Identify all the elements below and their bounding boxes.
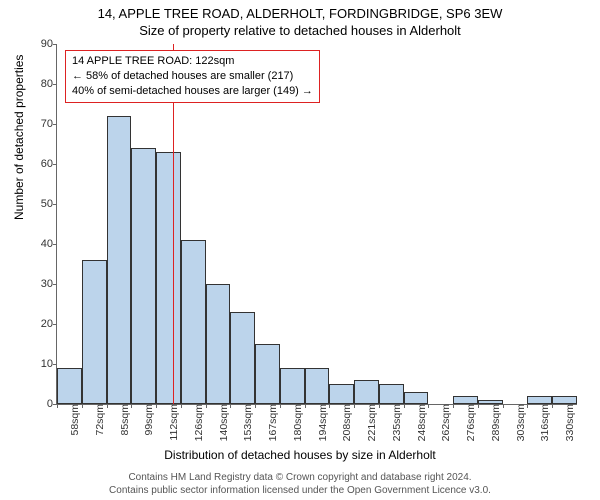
x-tick-label: 235sqm: [391, 404, 403, 446]
x-tick-label: 208sqm: [341, 404, 353, 446]
x-tick-mark: [156, 404, 157, 408]
x-tick-label: 289sqm: [490, 404, 502, 446]
x-tick-label: 262sqm: [440, 404, 452, 446]
y-tick-label: 0: [27, 398, 53, 410]
y-tick-label: 40: [27, 238, 53, 250]
footer-line-1: Contains HM Land Registry data © Crown c…: [0, 471, 600, 484]
x-tick-mark: [478, 404, 479, 408]
x-tick-mark: [329, 404, 330, 408]
y-tick-mark: [53, 164, 57, 165]
x-tick-mark: [131, 404, 132, 408]
y-tick-mark: [53, 364, 57, 365]
x-tick-mark: [305, 404, 306, 408]
y-tick-label: 20: [27, 318, 53, 330]
histogram-bar: [156, 152, 181, 404]
y-tick-label: 10: [27, 358, 53, 370]
x-tick-mark: [206, 404, 207, 408]
y-axis-label: Number of detached properties: [12, 55, 26, 220]
x-tick-mark: [428, 404, 429, 408]
histogram-bar: [255, 344, 280, 404]
x-tick-mark: [82, 404, 83, 408]
title-address: 14, APPLE TREE ROAD, ALDERHOLT, FORDINGB…: [0, 0, 600, 21]
x-tick-label: 140sqm: [218, 404, 230, 446]
histogram-bar: [206, 284, 231, 404]
x-tick-label: 194sqm: [317, 404, 329, 446]
x-tick-label: 112sqm: [168, 404, 180, 446]
x-axis-label: Distribution of detached houses by size …: [0, 448, 600, 462]
x-tick-label: 221sqm: [366, 404, 378, 446]
x-tick-label: 330sqm: [564, 404, 576, 446]
histogram-bar: [305, 368, 330, 404]
histogram-bar: [453, 396, 478, 404]
title-subtitle: Size of property relative to detached ho…: [0, 21, 600, 38]
annotation-box: 14 APPLE TREE ROAD: 122sqm ← 58% of deta…: [65, 50, 320, 103]
x-tick-label: 167sqm: [267, 404, 279, 446]
x-tick-label: 72sqm: [94, 404, 106, 446]
plot-area: 14 APPLE TREE ROAD: 122sqm ← 58% of deta…: [56, 44, 577, 405]
x-tick-mark: [527, 404, 528, 408]
x-tick-label: 180sqm: [292, 404, 304, 446]
y-tick-label: 60: [27, 158, 53, 170]
histogram-bar: [230, 312, 255, 404]
y-tick-mark: [53, 124, 57, 125]
x-tick-label: 316sqm: [539, 404, 551, 446]
x-tick-mark: [255, 404, 256, 408]
histogram-bar: [552, 396, 577, 404]
chart-container: 14, APPLE TREE ROAD, ALDERHOLT, FORDINGB…: [0, 0, 600, 500]
x-tick-mark: [280, 404, 281, 408]
histogram-bar: [329, 384, 354, 404]
x-tick-mark: [404, 404, 405, 408]
x-tick-mark: [379, 404, 380, 408]
x-tick-label: 276sqm: [465, 404, 477, 446]
x-tick-mark: [503, 404, 504, 408]
y-tick-mark: [53, 324, 57, 325]
histogram-bar: [404, 392, 429, 404]
y-tick-mark: [53, 284, 57, 285]
histogram-bar: [107, 116, 132, 404]
x-tick-mark: [107, 404, 108, 408]
x-tick-mark: [181, 404, 182, 408]
x-tick-label: 99sqm: [143, 404, 155, 446]
x-tick-mark: [57, 404, 58, 408]
footer-line-2: Contains public sector information licen…: [0, 484, 600, 497]
x-tick-mark: [453, 404, 454, 408]
y-tick-label: 50: [27, 198, 53, 210]
x-tick-label: 85sqm: [119, 404, 131, 446]
y-tick-mark: [53, 44, 57, 45]
histogram-bar: [354, 380, 379, 404]
y-tick-mark: [53, 84, 57, 85]
x-tick-label: 58sqm: [69, 404, 81, 446]
histogram-bar: [181, 240, 206, 404]
histogram-bar: [379, 384, 404, 404]
histogram-bar: [82, 260, 107, 404]
x-tick-mark: [230, 404, 231, 408]
footer: Contains HM Land Registry data © Crown c…: [0, 471, 600, 497]
annot-line-2: ← 58% of detached houses are smaller (21…: [72, 69, 313, 84]
x-tick-label: 153sqm: [242, 404, 254, 446]
y-tick-label: 80: [27, 78, 53, 90]
x-tick-label: 248sqm: [416, 404, 428, 446]
histogram-bar: [131, 148, 156, 404]
y-tick-mark: [53, 204, 57, 205]
histogram-bar: [280, 368, 305, 404]
x-tick-label: 303sqm: [515, 404, 527, 446]
annot-line-1: 14 APPLE TREE ROAD: 122sqm: [72, 54, 313, 69]
annot-line-3: 40% of semi-detached houses are larger (…: [72, 84, 313, 99]
y-tick-label: 70: [27, 118, 53, 130]
histogram-bar: [57, 368, 82, 404]
x-tick-mark: [354, 404, 355, 408]
x-tick-label: 126sqm: [193, 404, 205, 446]
x-tick-mark: [552, 404, 553, 408]
y-tick-label: 30: [27, 278, 53, 290]
histogram-bar: [527, 396, 552, 404]
y-tick-mark: [53, 244, 57, 245]
y-tick-label: 90: [27, 38, 53, 50]
